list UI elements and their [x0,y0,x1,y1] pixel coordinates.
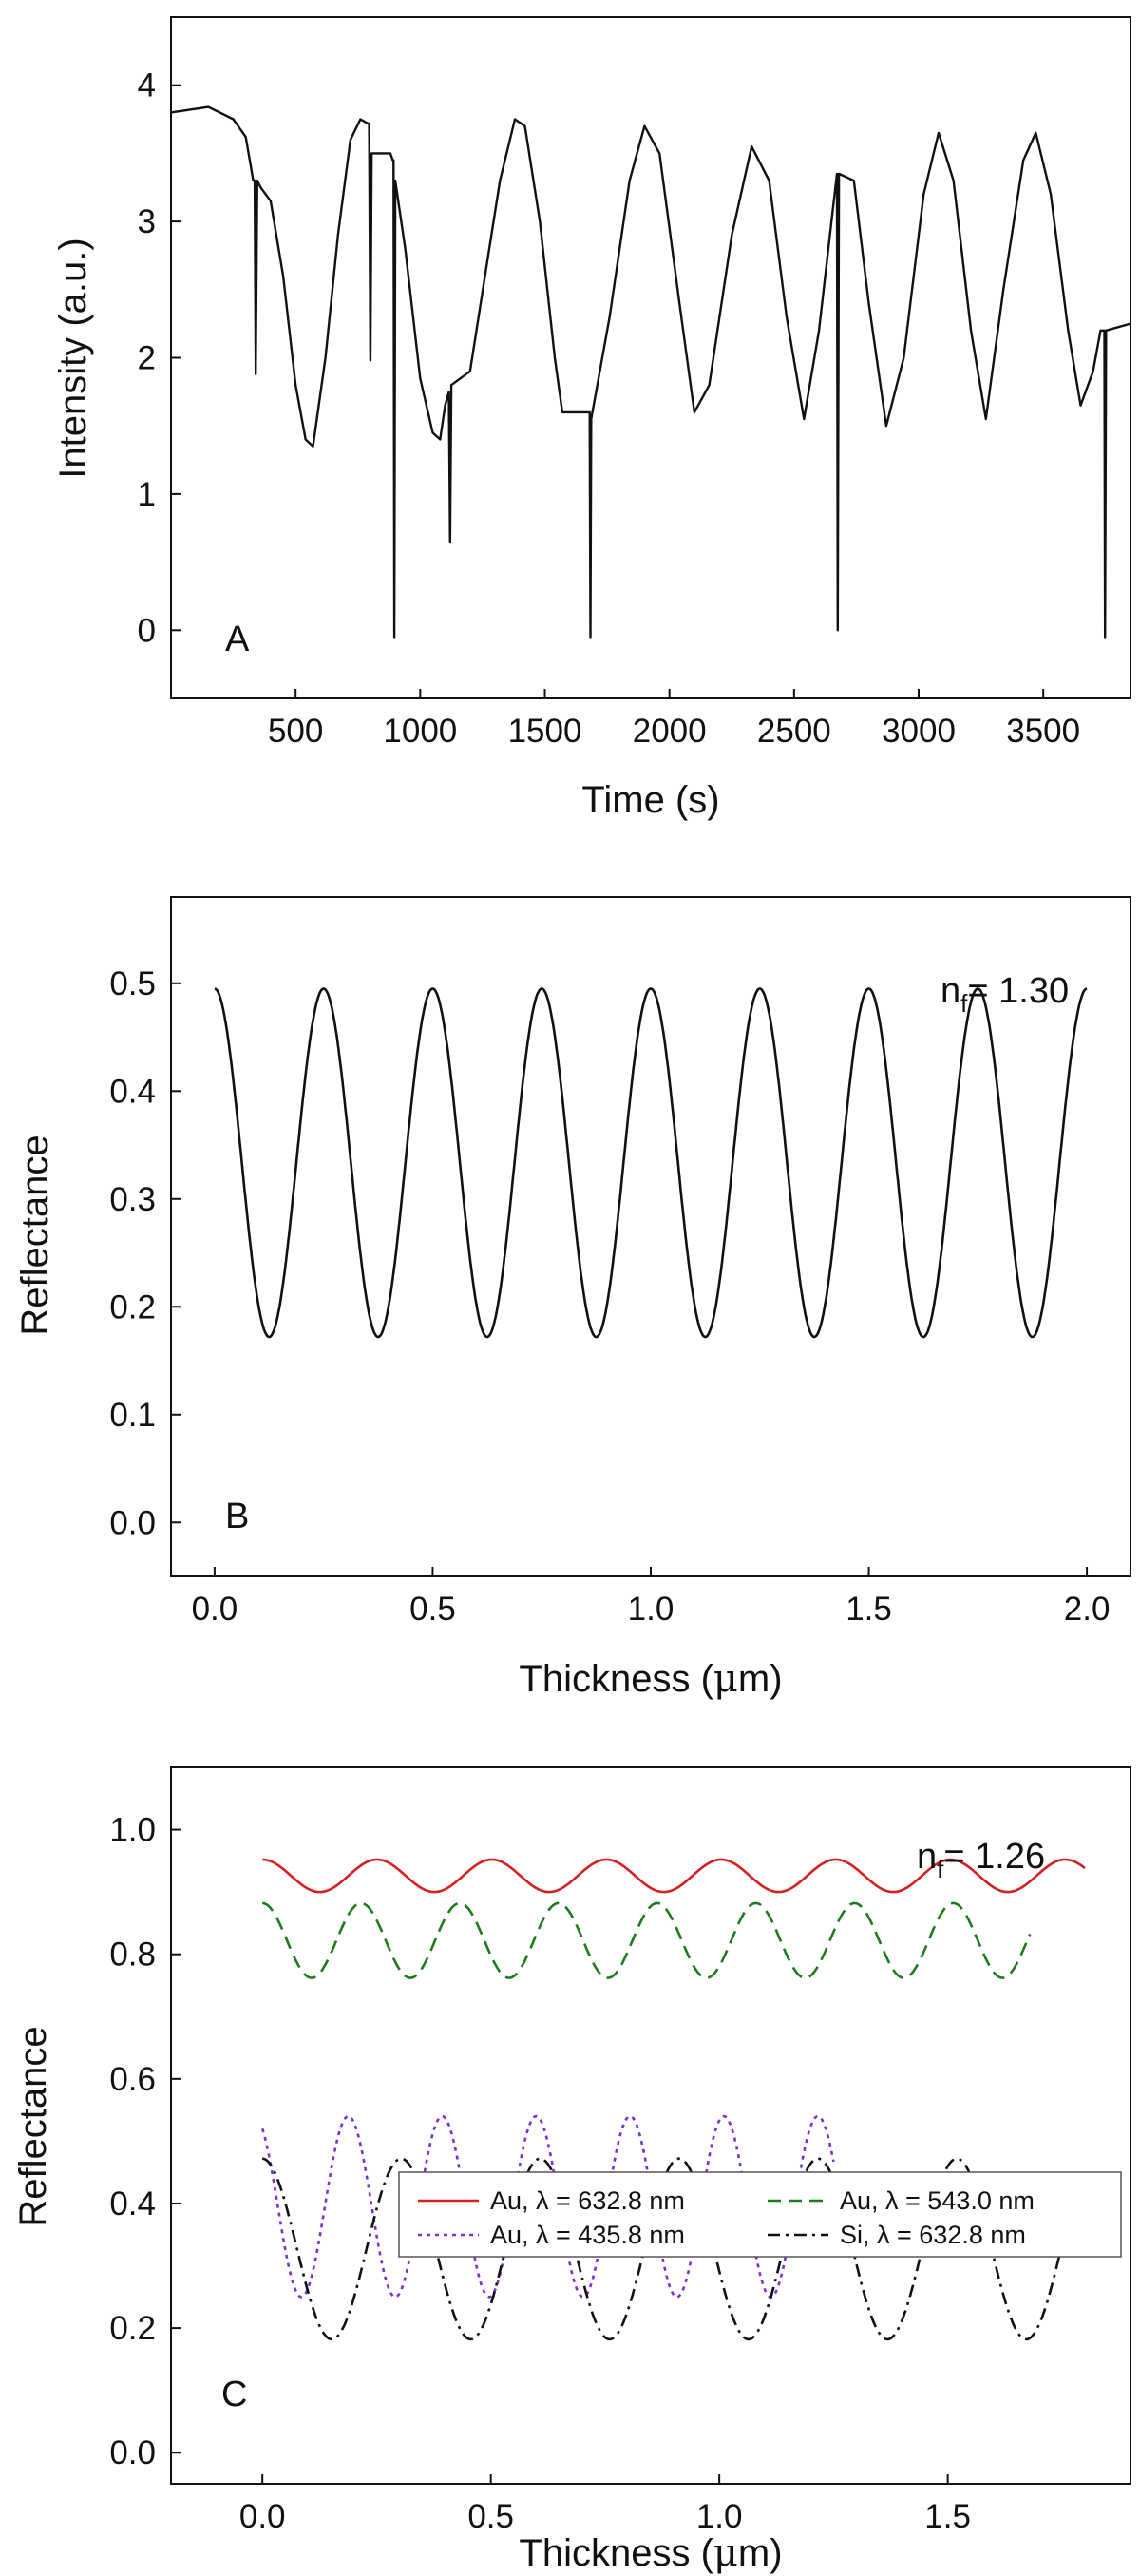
y-tick-label: 0.3 [109,1181,156,1218]
y-ticks-a: 0 1 2 3 4 [138,67,180,649]
series-a [170,105,1131,639]
series-c [260,1858,1087,2341]
mu-symbol: μ [713,2531,738,2575]
series-line [261,1901,1032,1979]
x-ticks-b: 0.0 0.5 1.0 1.5 2.0 [192,1567,1111,1628]
y-tick-label: 4 [138,67,156,105]
y-tick-label: 0.0 [109,2434,156,2471]
y-tick-label: 0.2 [109,2310,156,2347]
x-axis-title-b: Thickness (μm) [519,1657,782,1701]
x-tick-label: 0.0 [192,1591,238,1628]
x-tick-label: 0.5 [467,2498,514,2535]
legend-label: Au, λ = 543.0 nm [840,2186,1035,2215]
series-line [170,105,1131,639]
x-tick-label: 0.0 [239,2498,286,2535]
y-axis-title-c: Reflectance [12,2026,54,2226]
panel-label-a: A [225,620,250,659]
y-tick-label: 0.8 [109,1937,156,1974]
y-tick-label: 1 [138,476,156,513]
x-tick-label: 1000 [383,713,457,750]
y-tick-label: 0.6 [109,2061,156,2098]
series-line [261,2157,1087,2341]
x-axis-title-c: Thickness (μm) [519,2531,782,2575]
y-axis-title-a: Intensity (a.u.) [52,238,94,478]
y-tick-label: 0.1 [109,1397,156,1434]
x-axis-title-a: Time (s) [581,779,719,821]
chart-panel-b: 0.0 0.5 1.0 1.5 2.0 0.0 0.1 0.2 0.3 0.4 0.5 B nf=… [14,896,1131,1701]
x-tick-label: 1.0 [628,1591,674,1628]
series-line [261,1858,1086,1894]
series-b [214,987,1088,1339]
x-ticks-c: 0.0 0.5 1.0 1.5 [239,2474,971,2535]
y-tick-label: 0.4 [109,2185,156,2223]
plot-frame-c [170,1766,1131,2485]
refractive-index-label-c: nf= 1.26 [917,1837,1045,1883]
panel-label-c: C [221,2375,247,2414]
series-line [214,987,1088,1339]
x-tick-label: 1500 [508,713,582,750]
legend-label: Au, λ = 435.8 nm [490,2221,685,2249]
chart-panel-c: 0.0 0.5 1.0 1.5 0.0 0.2 0.4 0.6 0.8 1.0 C nf= 1.… [12,1766,1131,2575]
x-tick-label: 1.0 [696,2498,743,2535]
x-tick-label: 500 [268,713,323,750]
refractive-index-label-b: nf= 1.30 [940,971,1069,1018]
x-tick-label: 1.5 [924,2498,971,2535]
y-tick-label: 2 [138,340,156,377]
y-tick-label: 0 [138,612,156,649]
x-tick-label: 0.5 [409,1591,456,1628]
y-tick-label: 3 [138,203,156,240]
panel-label-b: B [225,1497,249,1536]
legend-entries: Au, λ = 632.8 nm Au, λ = 543.0 nm Au, λ = … [418,2186,1035,2249]
y-tick-label: 0.2 [109,1288,156,1326]
legend-box [398,2171,1122,2258]
x-tick-label: 3000 [882,713,956,750]
y-tick-label: 0.5 [109,965,156,1002]
y-tick-label: 1.0 [109,1812,156,1849]
y-tick-label: 0.4 [109,1073,156,1110]
legend-label: Au, λ = 632.8 nm [490,2186,685,2215]
legend-label: Si, λ = 632.8 nm [840,2221,1026,2249]
series-line [260,2114,835,2299]
mu-symbol: μ [713,1657,738,1701]
legend: Au, λ = 632.8 nm Au, λ = 543.0 nm Au, λ = … [398,2171,1122,2258]
y-ticks-b: 0.0 0.1 0.2 0.3 0.4 0.5 [109,965,180,1541]
chart-panel-a: 500 1000 1500 2000 2500 3000 3500 0 1 2 3 4 A Time… [52,16,1131,821]
y-axis-title-b: Reflectance [14,1135,56,1335]
x-ticks-a: 500 1000 1500 2000 2500 3000 3500 [268,689,1080,750]
plot-frame-b [170,896,1131,1577]
x-tick-label: 2.0 [1064,1591,1111,1628]
x-tick-label: 1.5 [846,1591,892,1628]
x-tick-label: 2000 [633,713,707,750]
y-tick-label: 0.0 [109,1504,156,1541]
y-ticks-c: 0.0 0.2 0.4 0.6 0.8 1.0 [109,1812,180,2471]
x-tick-label: 3500 [1006,713,1080,750]
x-tick-label: 2500 [757,713,831,750]
plot-frame-a [170,16,1131,699]
